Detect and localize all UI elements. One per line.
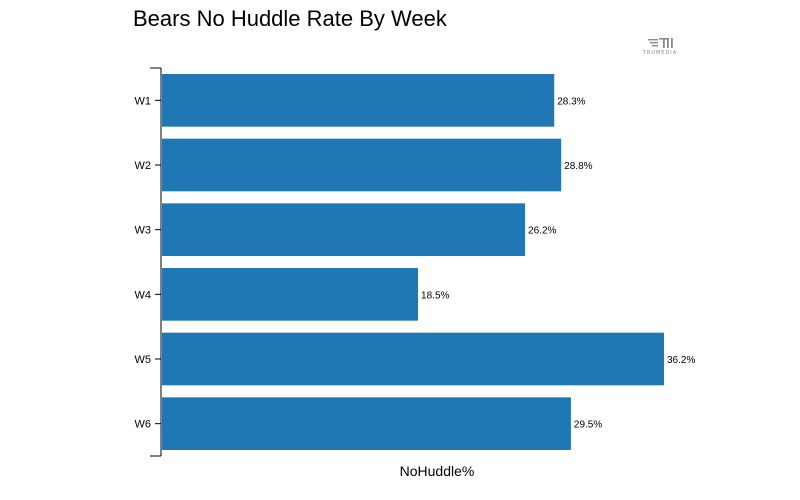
bar-w5: [162, 332, 664, 386]
trumedia-logo: TRUMEDIA: [638, 36, 682, 58]
bar-w2: [162, 138, 562, 192]
x-axis-title: NoHuddle%: [400, 463, 475, 479]
data-label-w1: 28.3%: [557, 96, 585, 107]
trumedia-logo-icon: [648, 38, 673, 48]
y-tick-label-w3: W3: [135, 225, 152, 237]
data-label-w4: 18.5%: [421, 290, 449, 301]
data-label-w5: 36.2%: [667, 355, 695, 366]
bar-w6: [162, 397, 571, 450]
bar-w3: [162, 203, 526, 256]
chart-title: Bears No Huddle Rate By Week: [133, 6, 447, 31]
data-label-w6: 29.5%: [574, 420, 602, 431]
logo-text: TRUMEDIA: [642, 50, 678, 56]
bar-w4: [162, 268, 419, 321]
bar-w1: [162, 74, 555, 127]
y-tick-label-w2: W2: [135, 160, 152, 172]
y-tick-label-w6: W6: [135, 419, 152, 431]
y-axis: W1 W2 W3 W4 W5 W6: [135, 67, 162, 457]
y-tick-label-w5: W5: [135, 354, 152, 366]
bars-layer: 28.3% 28.8% 26.2% 18.5% 36.2% 29.5%: [162, 74, 695, 450]
y-tick-label-w1: W1: [135, 95, 152, 107]
y-tick-label-w4: W4: [135, 289, 152, 301]
data-label-w2: 28.8%: [564, 161, 592, 172]
data-label-w3: 26.2%: [528, 226, 556, 237]
